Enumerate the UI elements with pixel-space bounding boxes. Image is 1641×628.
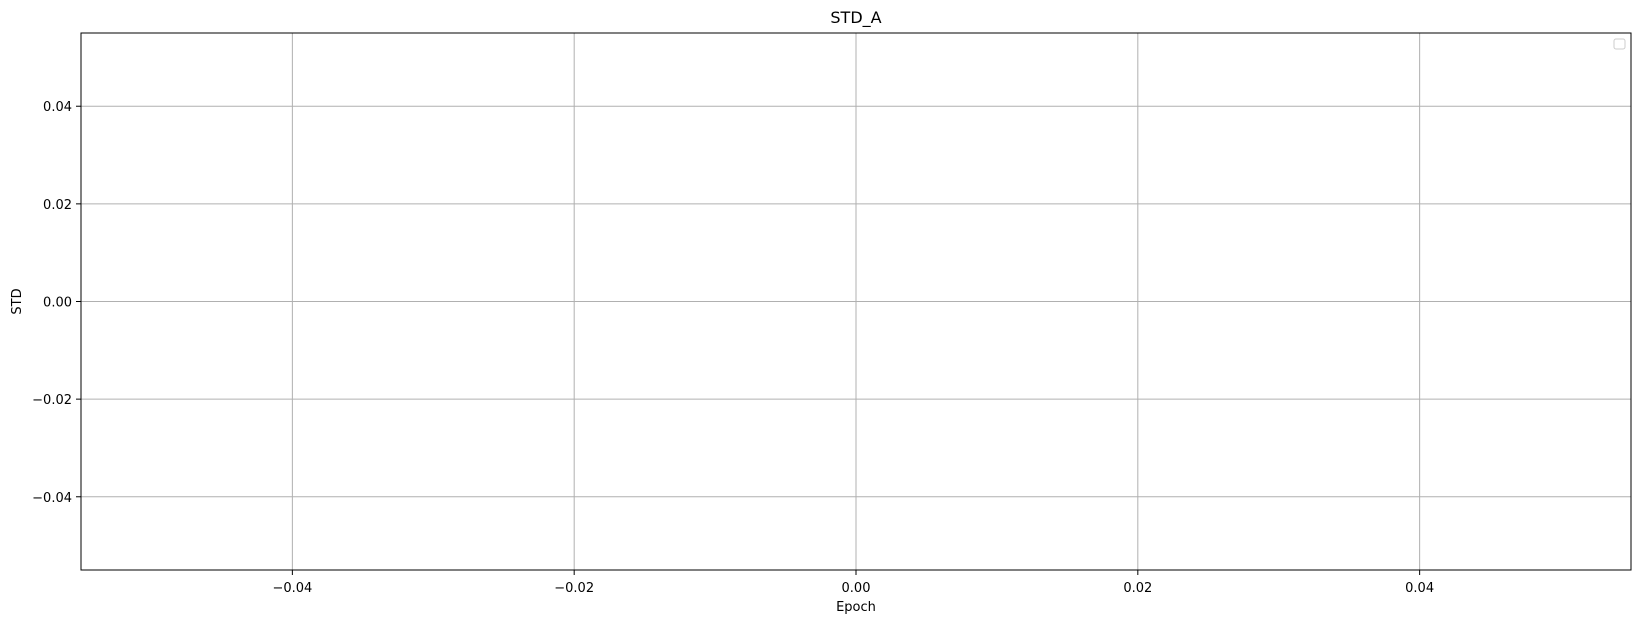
y-axis-label: STD [10, 288, 25, 314]
x-tick-label: 0.04 [1405, 581, 1434, 596]
legend-layer [1613, 38, 1626, 50]
y-tick-label: 0.00 [43, 296, 72, 311]
tick-layer: −0.04 −0.02 0.00 0.02 0.04 0.04 0.02 0.00 −0.02 −… [32, 100, 1434, 596]
x-tick-label: 0.02 [1123, 581, 1152, 596]
grid-layer [81, 33, 1631, 570]
x-axis-label: Epoch [836, 600, 876, 615]
x-tick-label: −0.04 [272, 581, 312, 596]
y-tick-label: 0.04 [43, 100, 72, 115]
chart-title: STD_A [830, 8, 881, 28]
x-tick-label: −0.02 [554, 581, 594, 596]
y-tick-label: −0.02 [32, 393, 72, 408]
y-tick-label: 0.02 [43, 198, 72, 213]
legend-box [1613, 38, 1626, 50]
x-tick-label: 0.00 [842, 581, 871, 596]
plot-area-frame [80, 32, 1632, 571]
y-tick-label: −0.04 [32, 491, 72, 506]
